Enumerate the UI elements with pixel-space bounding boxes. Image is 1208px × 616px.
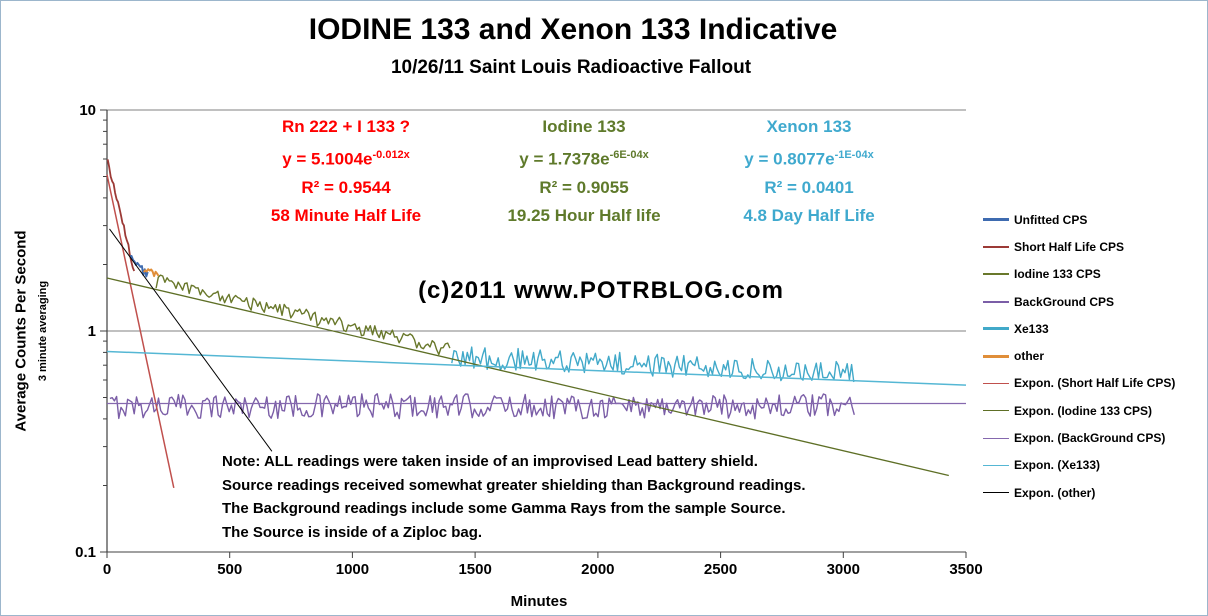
legend-swatch xyxy=(983,464,1009,466)
x-axis-label: Minutes xyxy=(510,593,568,610)
chart-subtitle: 10/26/11 Saint Louis Radioactive Fallout xyxy=(390,57,752,78)
annotation-iodine-133: Iodine 133 y = 1.7378e-6E-04x R² = 0.905… xyxy=(469,113,699,230)
legend-label: Expon. (Short Half Life CPS) xyxy=(1014,376,1176,391)
legend-label: Expon. (Iodine 133 CPS) xyxy=(1014,403,1153,418)
annotation-title: Rn 222 + I 133 ? xyxy=(281,117,411,136)
legend-item: Unfitted CPS xyxy=(983,206,1175,233)
annotation-rn222-i133: Rn 222 + I 133 ? y = 5.1004e-0.012x R² =… xyxy=(231,113,461,230)
svg-text:500: 500 xyxy=(217,561,242,578)
note-block: Note: ALL readings were taken inside of … xyxy=(222,450,806,544)
annotation-title: Xenon 133 xyxy=(766,117,852,136)
legend-swatch xyxy=(983,437,1009,439)
legend-label: Expon. (other) xyxy=(1014,485,1096,500)
legend-swatch xyxy=(983,300,1009,303)
legend-swatch xyxy=(983,492,1009,494)
legend-item: Short Half Life CPS xyxy=(983,233,1175,260)
svg-text:1: 1 xyxy=(88,323,96,340)
svg-text:0.1: 0.1 xyxy=(75,544,96,561)
note-line: Source readings received somewhat greate… xyxy=(222,476,806,494)
legend-label: Xe133 xyxy=(1014,321,1049,336)
legend-swatch xyxy=(983,245,1009,248)
annotation-half-life: 19.25 Hour Half life xyxy=(507,205,661,225)
y-axis-sublabel: 3 minute averaging xyxy=(37,280,49,382)
legend-label: Expon. (Xe133) xyxy=(1014,458,1101,473)
svg-text:3000: 3000 xyxy=(827,561,860,578)
legend-label: Unfitted CPS xyxy=(1014,212,1088,227)
svg-text:3500: 3500 xyxy=(949,561,982,578)
legend-item: other xyxy=(983,342,1175,369)
annotation-half-life: 4.8 Day Half Life xyxy=(743,205,875,225)
legend-label: Expon. (BackGround CPS) xyxy=(1014,431,1166,446)
svg-text:0: 0 xyxy=(103,561,111,578)
watermark-text: (c)2011 www.POTRBLOG.com xyxy=(418,277,784,304)
legend-label: Iodine 133 CPS xyxy=(1014,267,1101,282)
legend-item: Expon. (Iodine 133 CPS) xyxy=(983,397,1175,424)
chart-title: IODINE 133 and Xenon 133 Indicative xyxy=(308,13,838,46)
legend-swatch xyxy=(983,273,1009,276)
legend-swatch xyxy=(983,327,1009,331)
annotation-r2: R² = 0.9544 xyxy=(301,177,391,197)
svg-text:1000: 1000 xyxy=(336,561,369,578)
legend-swatch xyxy=(983,354,1009,358)
legend-item: Expon. (BackGround CPS) xyxy=(983,424,1175,451)
legend-item: Iodine 133 CPS xyxy=(983,261,1175,288)
annotation-r2: R² = 0.9055 xyxy=(539,177,629,197)
note-line: The Background readings include some Gam… xyxy=(222,500,786,517)
svg-text:1500: 1500 xyxy=(458,561,491,578)
legend-item: Expon. (Xe133) xyxy=(983,452,1175,479)
y-axis-label: Average Counts Per Second xyxy=(12,230,30,432)
legend-item: Expon. (Short Half Life CPS) xyxy=(983,370,1175,397)
legend-swatch xyxy=(983,218,1009,222)
legend-label: other xyxy=(1014,349,1044,364)
legend-item: Expon. (other) xyxy=(983,479,1175,506)
annotation-xenon-133: Xenon 133 y = 0.8077e-1E-04x R² = 0.0401… xyxy=(694,113,924,230)
annotation-equation: y = 5.1004e-0.012x xyxy=(282,149,410,169)
annotation-equation: y = 1.7378e-6E-04x xyxy=(519,149,649,169)
legend-label: BackGround CPS xyxy=(1014,294,1115,309)
annotation-half-life: 58 Minute Half Life xyxy=(270,205,422,225)
chart-legend: Unfitted CPS Short Half Life CPS Iodine 13… xyxy=(983,206,1175,506)
annotation-equation: y = 0.8077e-1E-04x xyxy=(744,149,874,169)
note-line: Note: ALL readings were taken inside of … xyxy=(222,453,758,470)
svg-text:10: 10 xyxy=(79,102,96,119)
legend-item: BackGround CPS xyxy=(983,288,1175,315)
note-line: The Source is inside of a Ziploc bag. xyxy=(222,523,483,541)
svg-text:2000: 2000 xyxy=(581,561,614,578)
legend-item: Xe133 xyxy=(983,315,1175,342)
legend-label: Short Half Life CPS xyxy=(1014,239,1125,254)
legend-swatch xyxy=(983,410,1009,412)
annotation-r2: R² = 0.0401 xyxy=(764,177,854,197)
annotation-title: Iodine 133 xyxy=(542,117,626,136)
legend-swatch xyxy=(983,382,1009,384)
svg-text:2500: 2500 xyxy=(704,561,737,578)
